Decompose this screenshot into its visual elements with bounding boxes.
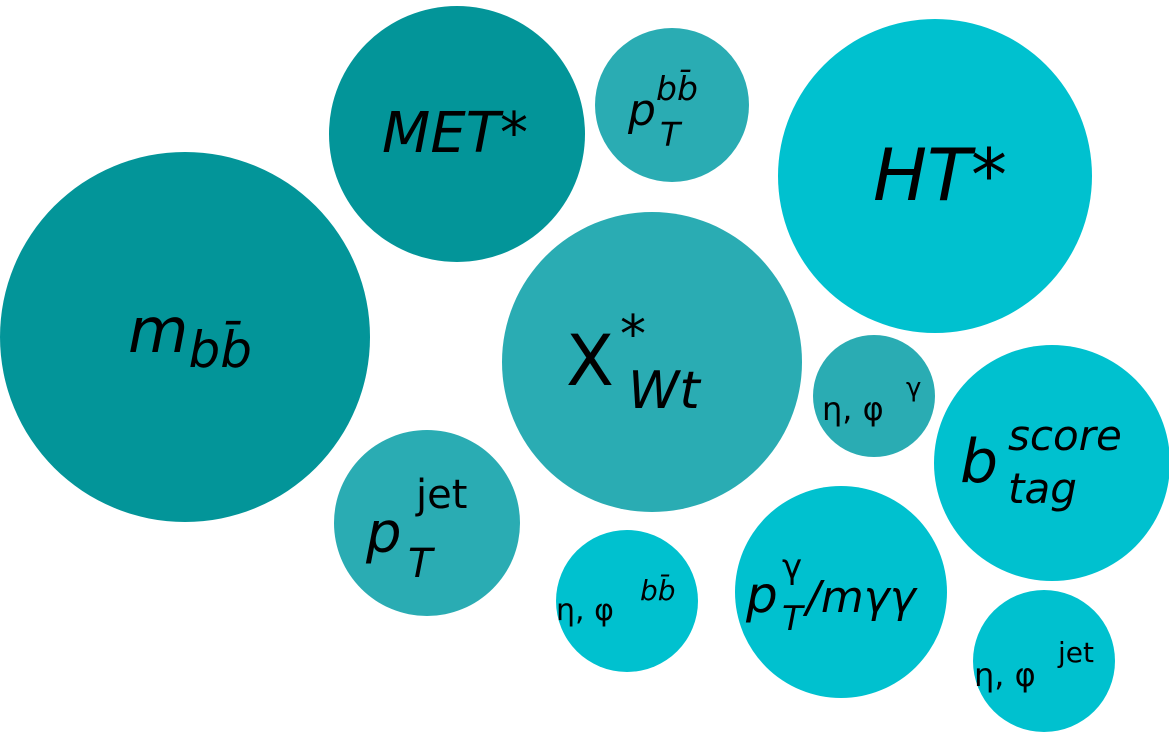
bubble-etaphi-gamma: η, φ γ — [813, 335, 935, 457]
bubble-mbb-circle — [0, 152, 370, 522]
bubble-mbb-base: m — [128, 294, 188, 367]
bubble-ht-label: HT* — [873, 133, 1007, 217]
bubble-etaphi-gamma-circle — [813, 335, 935, 457]
bubble-ptjet-circle — [334, 430, 520, 616]
bubble-ptbb-sup: bb̄ — [656, 68, 698, 108]
bubble-ptbb: p bb̄ T — [595, 28, 749, 182]
bubble-xwt: X * Wt — [502, 212, 802, 512]
bubble-etaphi-bb-base: η, φ — [556, 593, 614, 628]
bubble-pt-gamma-mgg: p γ T /mγγ — [735, 486, 947, 698]
bubble-btag: b score tag — [934, 345, 1169, 581]
bubble-ptjet-sub: T — [408, 541, 436, 587]
bubble-etaphi-jet: η, φ jet — [973, 590, 1115, 732]
bubble-xwt-circle — [502, 212, 802, 512]
svg-text:mbb̄: mbb̄ — [128, 294, 252, 379]
bubble-met-label: MET* — [382, 101, 528, 166]
bubble-etaphi-jet-base: η, φ — [974, 656, 1036, 694]
bubble-pt-gamma-tail: /mγγ — [802, 572, 918, 623]
bubble-met: MET* — [329, 6, 585, 262]
bubble-ht: HT* — [778, 19, 1092, 333]
bubble-etaphi-bb: η, φ bb̄ — [556, 530, 698, 672]
bubble-mbb: mbb̄ — [0, 152, 370, 522]
bubble-etaphi-bb-circle — [556, 530, 698, 672]
bubble-ptbb-circle — [595, 28, 749, 182]
bubble-etaphi-gamma-sup: γ — [906, 373, 921, 403]
svg-text:p: p — [627, 85, 656, 136]
bubble-etaphi-bb-sup: bb̄ — [640, 573, 676, 607]
bubble-ht-circle — [778, 19, 1092, 333]
bubble-ptjet: p jet T — [334, 430, 520, 616]
bubble-pt-gamma-base: p — [745, 566, 778, 624]
bubble-xwt-base: X — [566, 320, 614, 402]
bubble-etaphi-jet-sup: jet — [1057, 636, 1094, 669]
bubble-ptbb-base: p — [627, 85, 656, 136]
bubble-xwt-sub: Wt — [628, 361, 701, 421]
bubble-etaphi-jet-circle — [973, 590, 1115, 732]
bubble-ptbb-sub: T — [660, 115, 683, 154]
bubble-ptjet-base: p — [365, 501, 402, 566]
bubble-btag-sup: score — [1008, 411, 1122, 460]
bubble-mbb-sub: bb̄ — [188, 320, 251, 379]
bubble-btag-base: b — [960, 427, 998, 497]
bubble-pt-gamma-sup: γ — [782, 547, 802, 587]
bubble-btag-sub: tag — [1008, 464, 1077, 513]
bubble-btag-circle — [934, 345, 1169, 581]
bubble-met-circle — [329, 6, 585, 262]
bubble-pt-gamma-sub: T — [782, 599, 805, 639]
bubble-pt-gamma-mgg-circle — [735, 486, 947, 698]
bubble-xwt-sup: * — [620, 305, 646, 365]
bubble-ptjet-sup: jet — [415, 472, 467, 518]
bubble-etaphi-gamma-base: η, φ — [822, 390, 884, 428]
